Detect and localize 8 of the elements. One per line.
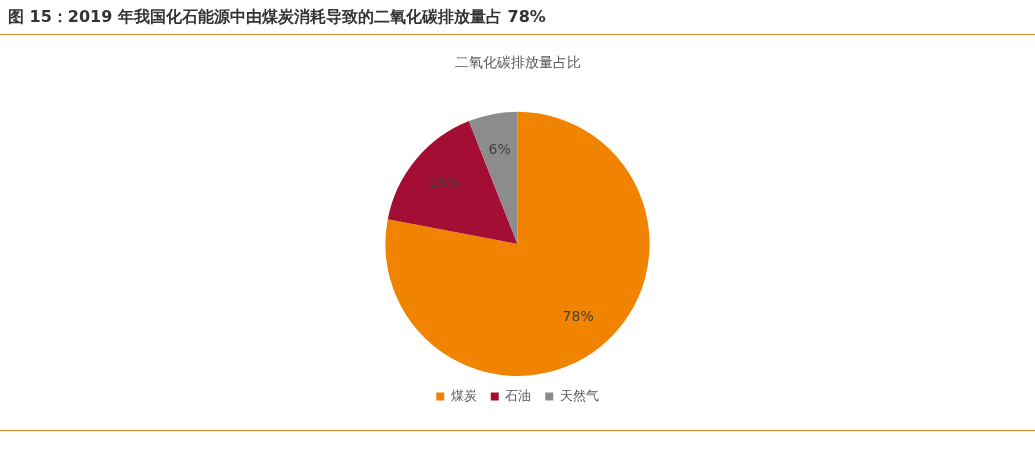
legend-label: 天然气 — [559, 387, 599, 403]
legend-label: 煤炭 — [450, 387, 477, 403]
data-label: 78% — [562, 307, 594, 324]
chart-title: 图 15：2019 年我国化石能源中由煤炭消耗导致的二氧化碳排放量占 78% — [0, 0, 1035, 35]
legend-label: 石油 — [505, 387, 532, 403]
data-label: 6% — [488, 141, 511, 158]
chart-subtitle: 二氧化碳排放量占比 — [454, 54, 581, 71]
data-label: 16% — [428, 173, 460, 190]
